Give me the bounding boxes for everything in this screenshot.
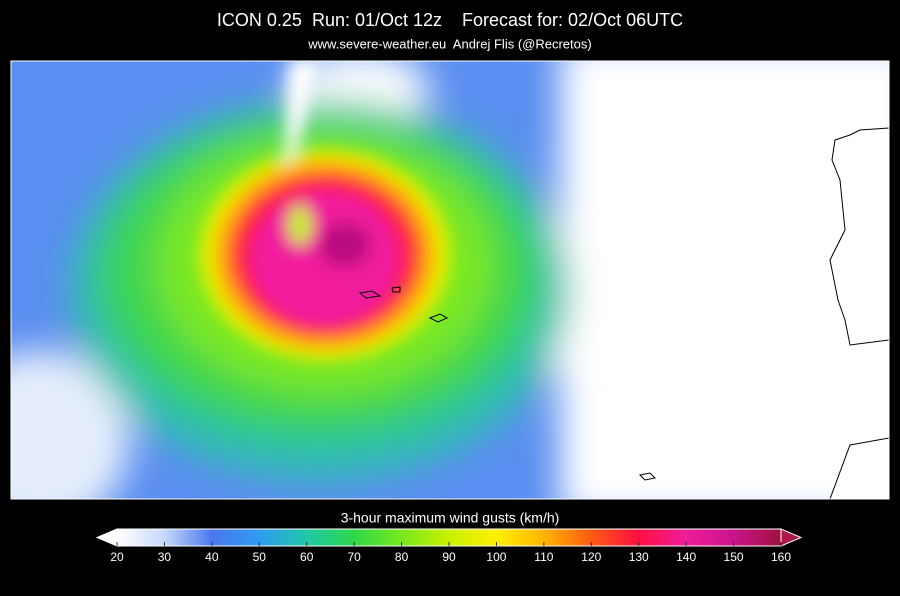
colorbar-tick-label: 50 <box>253 550 267 564</box>
colorbar-tick-label: 70 <box>347 550 361 564</box>
colorbar-tick-label: 160 <box>771 550 791 564</box>
colorbar-tick-label: 60 <box>300 550 314 564</box>
colorbar-tick-label: 20 <box>110 550 124 564</box>
title: ICON 0.25 Run: 01/Oct 12z Forecast for: … <box>217 10 683 30</box>
subtitle: www.severe-weather.eu Andrej Flis (@Recr… <box>307 36 591 51</box>
map-frame <box>10 60 890 500</box>
colorbar-tick-label: 130 <box>629 550 649 564</box>
colorbar-tick-label: 80 <box>395 550 409 564</box>
colorbar-tick-label: 150 <box>724 550 744 564</box>
colorbar: 20 30 40 50 60 70 80 90 100 110 120 130 140 150 160 <box>95 528 803 564</box>
map <box>11 61 889 499</box>
colorbar-tick-label: 110 <box>534 550 553 564</box>
colorbar-tick-label: 40 <box>205 550 219 564</box>
colorbar-label: 3-hour maximum wind gusts (km/h) <box>341 510 560 526</box>
colorbar-tick-label: 140 <box>676 550 696 564</box>
colorbar-tick-label: 120 <box>581 550 601 564</box>
colorbar-tick-label: 90 <box>442 550 456 564</box>
colorbar-tick-label: 100 <box>486 550 506 564</box>
colorbar-tick-label: 30 <box>158 550 172 564</box>
